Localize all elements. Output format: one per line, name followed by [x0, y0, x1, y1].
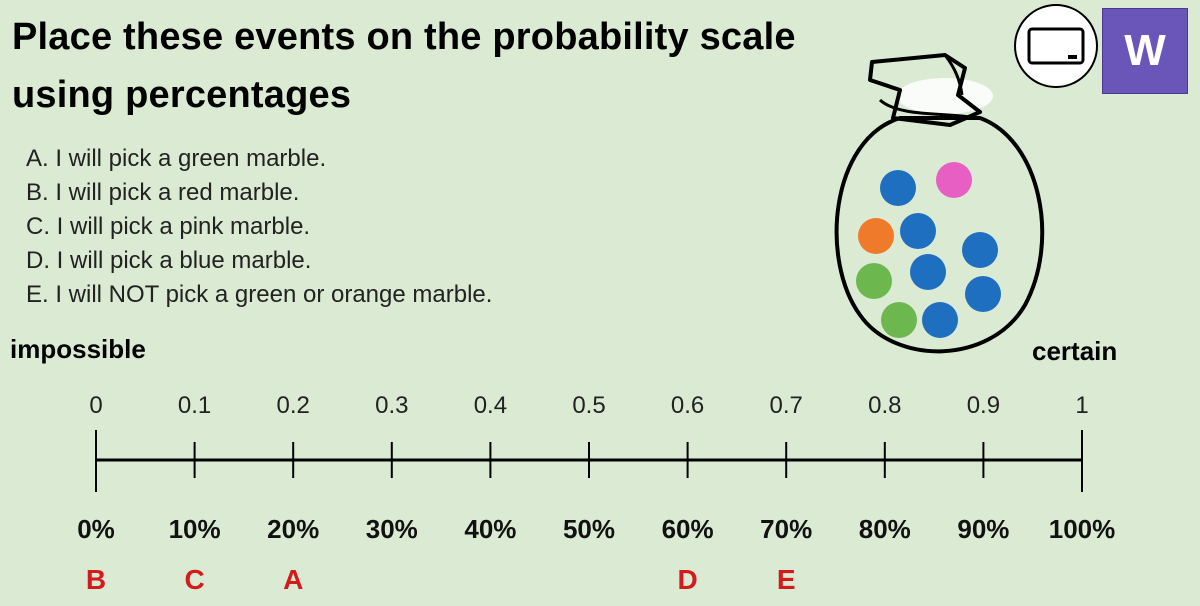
percentage-label: 10% — [169, 514, 221, 544]
answer-letter-d: D — [677, 564, 697, 595]
percentage-label: 80% — [859, 514, 911, 544]
answer-letter-b: B — [86, 564, 106, 595]
decimal-label: 0.7 — [770, 392, 803, 419]
decimal-label: 0.3 — [375, 392, 408, 419]
percentage-label: 90% — [957, 514, 1009, 544]
certain-label: certain — [1032, 336, 1118, 366]
decimal-label: 0 — [89, 392, 102, 419]
decimal-label: 0.6 — [671, 392, 704, 419]
page-title: Place these events on the probability sc… — [12, 8, 796, 124]
percentage-label: 60% — [662, 514, 714, 544]
whiteboard-icon — [1027, 27, 1085, 65]
decimal-label: 0.4 — [474, 392, 507, 419]
decimal-label: 0.1 — [178, 392, 211, 419]
decimal-label: 0.5 — [572, 392, 605, 419]
event-e: E. I will NOT pick a green or orange mar… — [26, 281, 493, 308]
percentage-label: 70% — [760, 514, 812, 544]
percentage-labels: 0% 10% 20% 30% 40% 50% 60% 70% 80% 90% 100% — [77, 514, 1115, 544]
decimal-labels: 0 0.1 0.2 0.3 0.4 0.5 0.6 0.7 0.8 0.9 1 — [89, 392, 1088, 419]
percentage-label: 30% — [366, 514, 418, 544]
title-line-2: using percentages — [12, 74, 352, 116]
decimal-label: 0.9 — [967, 392, 1000, 419]
percentage-label: 0% — [77, 514, 115, 544]
whiteboard-button[interactable] — [1014, 4, 1098, 88]
event-b: B. I will pick a red marble. — [26, 179, 300, 206]
percentage-label: 40% — [464, 514, 516, 544]
answer-letter-c: C — [184, 564, 204, 595]
decimal-label: 0.2 — [277, 392, 310, 419]
event-c: C. I will pick a pink marble. — [26, 213, 311, 240]
event-a: A. I will pick a green marble. — [26, 145, 327, 172]
event-d: D. I will pick a blue marble. — [26, 247, 312, 274]
impossible-label: impossible — [10, 334, 146, 364]
percentage-label: 50% — [563, 514, 615, 544]
decimal-label: 0.8 — [868, 392, 901, 419]
decimal-label: 1 — [1075, 392, 1088, 419]
answer-letter-a: A — [283, 564, 303, 595]
percentage-label: 20% — [267, 514, 319, 544]
answer-letter-e: E — [777, 564, 796, 595]
scale-line — [95, 430, 1083, 492]
w-button[interactable]: W — [1102, 8, 1188, 94]
title-line-1: Place these events on the probability sc… — [12, 16, 796, 58]
percentage-label: 100% — [1049, 514, 1116, 544]
events-list: A. I will pick a green marble. B. I will… — [26, 142, 492, 312]
